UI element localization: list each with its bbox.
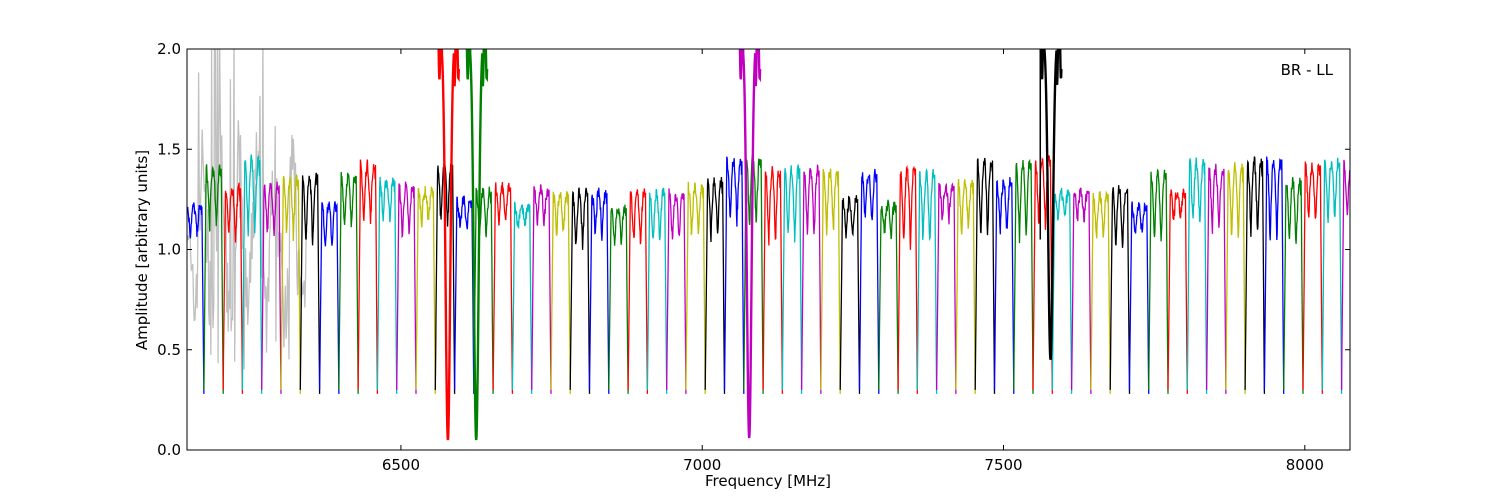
y-tick-label: 0.5 xyxy=(157,341,181,359)
series-line xyxy=(1321,157,1343,394)
series-line xyxy=(396,181,417,394)
series-line xyxy=(338,171,359,394)
series-line xyxy=(511,201,533,394)
series-line xyxy=(974,157,996,394)
y-tick-label: 0.0 xyxy=(157,441,181,459)
x-tick-label: 7500 xyxy=(984,456,1022,474)
series-line xyxy=(935,182,957,394)
series-layer xyxy=(187,49,1350,441)
series-line xyxy=(1225,162,1246,394)
strong-dip-line xyxy=(738,49,762,439)
series-line xyxy=(1340,159,1350,390)
series-line xyxy=(1051,187,1073,394)
chart-annotation: BR - LL xyxy=(1281,61,1334,79)
series-line xyxy=(531,184,552,394)
series-line xyxy=(473,186,494,394)
series-line xyxy=(916,168,938,394)
series-line xyxy=(839,195,861,394)
series-line xyxy=(800,164,822,394)
series-line xyxy=(415,185,436,394)
series-line xyxy=(897,164,918,394)
series-line xyxy=(1032,155,1053,394)
series-line xyxy=(762,166,784,394)
ticks-layer: 6500 7000 7500 8000 0.0 0.5 1.0 1.5 2.0 xyxy=(157,40,1350,474)
series-line xyxy=(1283,177,1304,394)
series-line xyxy=(453,195,475,394)
series-line xyxy=(299,172,321,394)
series-line xyxy=(627,188,649,394)
y-tick-label: 1.0 xyxy=(157,241,181,259)
series-line xyxy=(318,201,340,394)
x-tick-label: 6500 xyxy=(382,456,420,474)
series-line xyxy=(781,164,803,394)
series-line xyxy=(1205,163,1227,394)
x-tick-label: 8000 xyxy=(1286,456,1324,474)
series-line xyxy=(241,154,263,394)
strong-dip-line xyxy=(465,49,489,441)
series-line xyxy=(222,182,244,394)
series-line xyxy=(1070,187,1092,394)
series-line xyxy=(646,186,668,394)
series-line xyxy=(1302,161,1323,394)
series-line xyxy=(1013,158,1034,394)
series-line xyxy=(187,202,205,394)
y-axis-label: Amplitude [arbitrary units] xyxy=(133,150,151,350)
series-line xyxy=(1128,201,1150,394)
series-line xyxy=(704,176,726,394)
series-line xyxy=(280,174,301,394)
strong-dip-line xyxy=(437,49,460,441)
series-line xyxy=(685,181,706,394)
series-line xyxy=(993,177,1015,394)
series-line xyxy=(357,159,379,394)
y-tick-label: 1.5 xyxy=(157,140,181,158)
y-tick-label: 2.0 xyxy=(157,40,181,58)
series-line xyxy=(588,187,610,394)
series-line xyxy=(666,188,687,394)
series-line xyxy=(376,176,398,394)
x-tick-label: 7000 xyxy=(683,456,721,474)
series-line xyxy=(723,156,745,394)
strong-dip-line xyxy=(1040,49,1063,360)
series-line xyxy=(955,178,976,394)
series-line xyxy=(820,168,841,394)
series-line xyxy=(1090,190,1111,394)
series-line xyxy=(878,199,899,394)
series-line xyxy=(1244,156,1266,394)
series-line xyxy=(492,181,514,394)
series-line xyxy=(261,181,282,394)
series-line xyxy=(1148,168,1169,394)
series-line xyxy=(569,187,591,394)
plot-area xyxy=(187,49,1350,450)
series-line xyxy=(203,164,224,394)
series-line xyxy=(550,191,571,394)
noisy-overlay-line xyxy=(187,49,308,370)
series-line xyxy=(1186,157,1208,394)
series-line xyxy=(608,204,629,394)
series-line xyxy=(1167,188,1188,394)
series-line xyxy=(858,168,880,394)
x-axis-label: Frequency [MHz] xyxy=(705,472,831,490)
series-line xyxy=(1263,156,1285,394)
series-line xyxy=(1109,185,1131,394)
